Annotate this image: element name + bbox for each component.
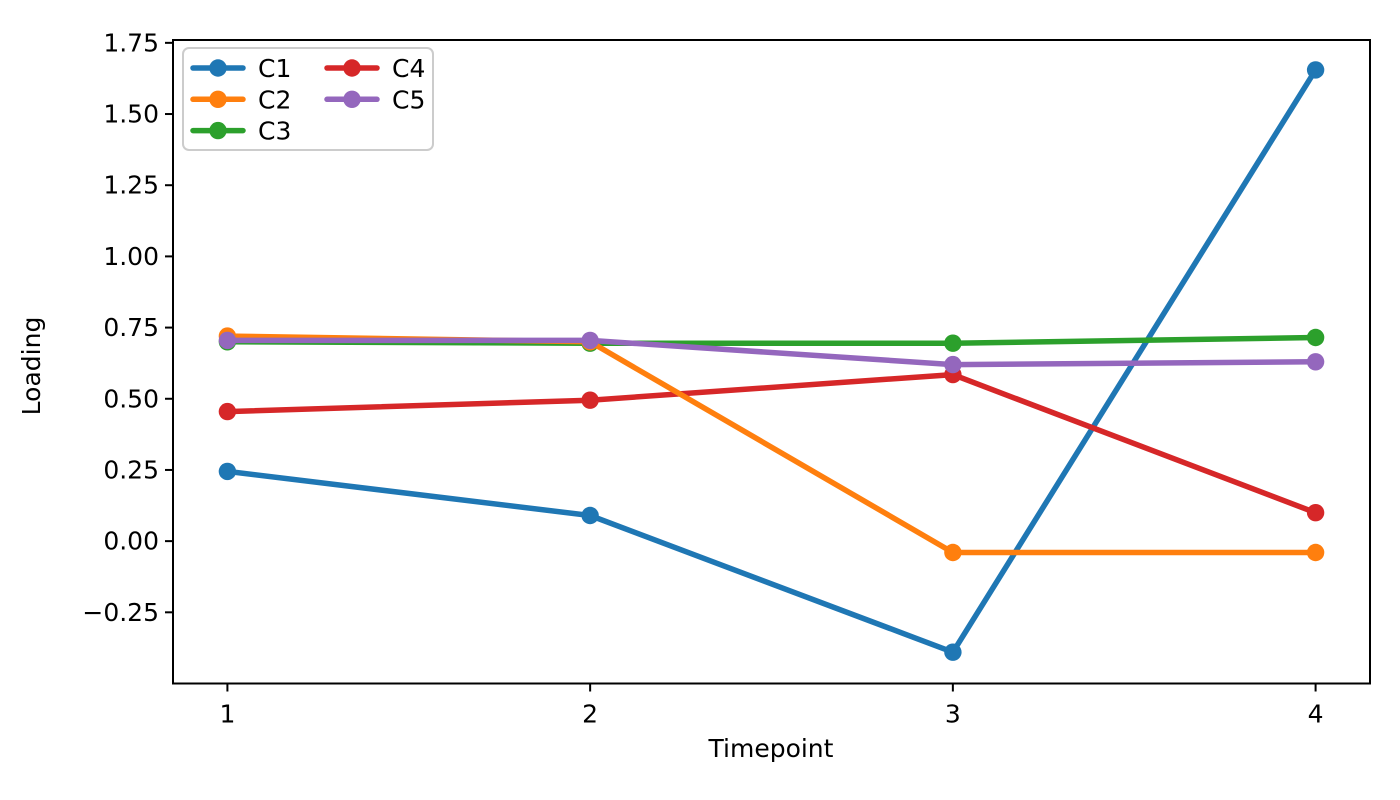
- series-marker-c1: [218, 462, 237, 481]
- legend-item-c2: C2: [190, 85, 291, 114]
- legend-label: C5: [392, 85, 425, 114]
- y-axis-tick-label: 0.50: [103, 384, 159, 413]
- legend-box: [182, 47, 434, 151]
- x-axis-tick-label: 4: [1308, 700, 1324, 729]
- legend-marker-sample: [209, 59, 227, 77]
- plot-frame: [172, 39, 1371, 685]
- x-axis-tick-label: 1: [219, 700, 235, 729]
- y-axis-tick-label: 0.75: [103, 313, 159, 342]
- y-axis-tick-label: 1.25: [103, 171, 159, 200]
- plot-area: 1.75 1.50 1.25 1.00 0.75 0.50 0.25 0.00 −0.25 1 2 3…: [82, 28, 1371, 729]
- x-axis-label: Timepoint: [708, 734, 834, 763]
- legend-label: C2: [258, 85, 291, 114]
- series-marker-c4: [581, 391, 599, 409]
- series-marker-c2: [944, 543, 962, 562]
- y-axis-tick-label: −0.25: [82, 598, 159, 627]
- x-axis-tick-label: 2: [582, 700, 598, 729]
- legend-marker-sample: [209, 121, 227, 140]
- y-axis-label: Loading: [17, 317, 46, 416]
- series-marker-c1: [581, 506, 599, 525]
- series-marker-c5: [1306, 353, 1325, 371]
- series-marker-c3: [1306, 328, 1325, 347]
- legend-label: C3: [258, 117, 291, 146]
- series-marker-c4: [1306, 504, 1325, 522]
- legend-marker-sample: [209, 90, 227, 109]
- y-axis-tick-label: 1.50: [103, 100, 159, 129]
- series-c4: [218, 365, 1325, 522]
- legend-marker-sample: [343, 90, 361, 109]
- series-marker-c4: [218, 402, 237, 421]
- series-line-c2: [224, 333, 1319, 556]
- series-marker-c3: [944, 334, 962, 352]
- series-line-c5: [224, 337, 1319, 368]
- series-marker-c1: [944, 643, 962, 661]
- legend-label: C1: [258, 54, 291, 83]
- legend-marker-sample: [343, 59, 361, 77]
- legend-item-c3: C3: [190, 117, 291, 146]
- series-marker-c1: [1306, 61, 1325, 79]
- series-marker-c2: [1306, 543, 1325, 562]
- series-line-c4: [224, 371, 1319, 516]
- y-axis-tick-label: 0.25: [103, 455, 159, 484]
- series-marker-c5: [218, 331, 237, 350]
- legend-item-c5: C5: [324, 85, 425, 114]
- series-marker-c5: [944, 355, 962, 374]
- series-marker-c5: [581, 331, 599, 350]
- legend-label: C4: [392, 54, 425, 83]
- y-axis-tick-label: 1.00: [103, 242, 159, 271]
- series-c5: [218, 331, 1325, 374]
- legend-item-c1: C1: [190, 54, 291, 83]
- x-axis-tick-label: 3: [945, 700, 961, 729]
- y-axis-tick-label: 0.00: [103, 527, 159, 556]
- legend-item-c4: C4: [324, 54, 425, 83]
- y-axis-tick-label: 1.75: [103, 28, 159, 57]
